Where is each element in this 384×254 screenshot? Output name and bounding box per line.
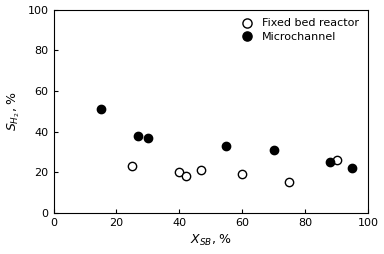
Microchannel <box>136 134 141 137</box>
Microchannel <box>98 108 103 111</box>
Line: Fixed bed reactor: Fixed bed reactor <box>128 156 341 187</box>
Microchannel <box>328 161 333 164</box>
Line: Microchannel: Microchannel <box>96 105 356 172</box>
Microchannel <box>146 136 150 139</box>
Fixed bed reactor <box>199 169 204 172</box>
Fixed bed reactor <box>240 173 245 176</box>
Fixed bed reactor <box>130 165 134 168</box>
Microchannel <box>271 148 276 151</box>
Fixed bed reactor <box>177 171 182 174</box>
Fixed bed reactor <box>183 175 188 178</box>
Fixed bed reactor <box>334 158 339 162</box>
Y-axis label: $S_{H_2}$, %: $S_{H_2}$, % <box>5 91 22 131</box>
Microchannel <box>350 167 354 170</box>
Legend: Fixed bed reactor, Microchannel: Fixed bed reactor, Microchannel <box>232 15 362 45</box>
Microchannel <box>224 144 229 147</box>
Fixed bed reactor <box>287 181 291 184</box>
X-axis label: $X_{SB}$, %: $X_{SB}$, % <box>190 233 232 248</box>
